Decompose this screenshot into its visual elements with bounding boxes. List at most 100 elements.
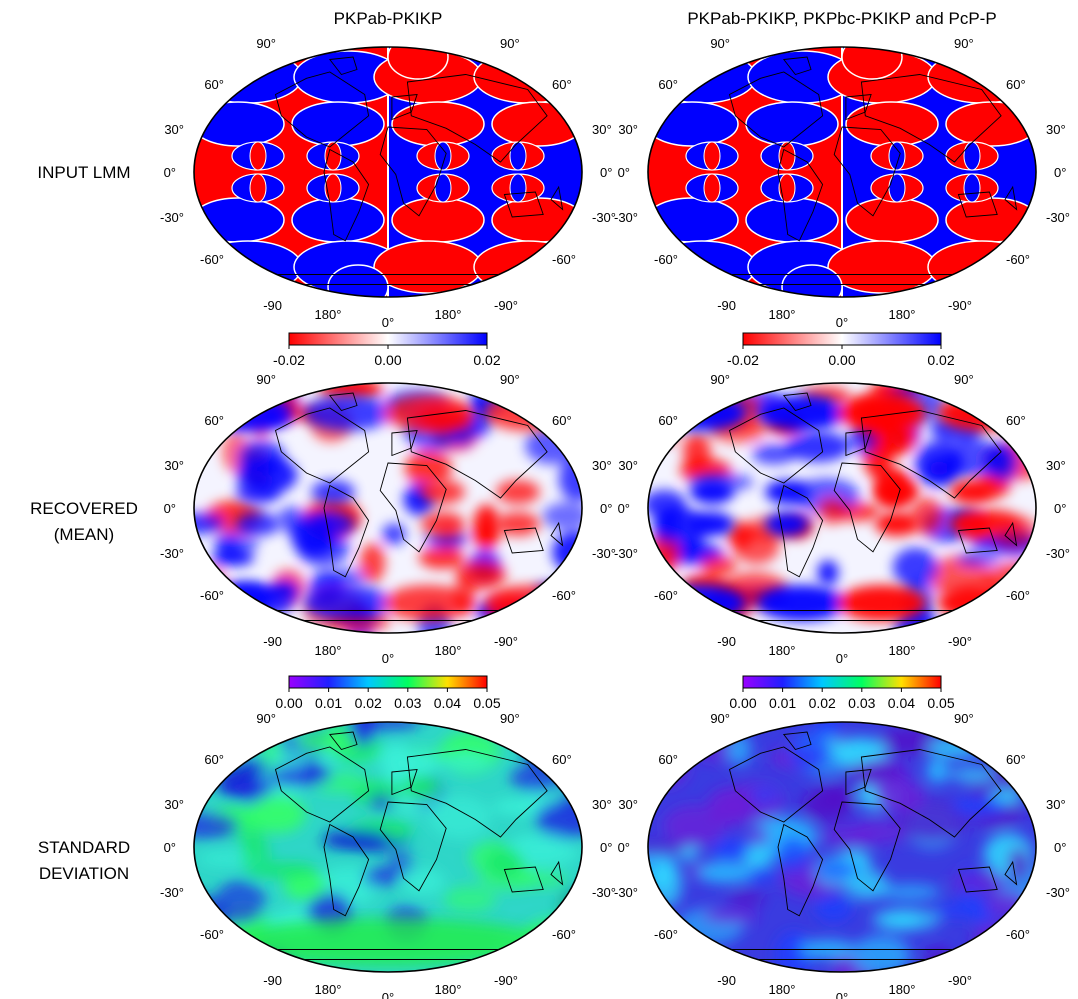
lat-tick-right: 0° — [600, 840, 612, 855]
lat-tick-right: 30° — [1046, 122, 1066, 137]
lat-tick-right: 0° — [600, 165, 612, 180]
lat-tick-right: -60° — [552, 252, 576, 267]
lat-tick-left: -90 — [263, 973, 282, 988]
lat-tick-left: 0° — [618, 840, 630, 855]
colorbar-tick: 0.00 — [374, 352, 401, 368]
lat-tick-right: 90° — [500, 372, 520, 387]
lat-tick-right: -60° — [552, 588, 576, 603]
lat-tick-right: -30° — [1046, 546, 1070, 561]
lat-tick-right: 90° — [954, 711, 974, 726]
lat-tick-right: -90° — [948, 634, 972, 649]
lat-tick-right: -90° — [494, 973, 518, 988]
lat-tick-left: 30° — [618, 122, 638, 137]
lat-tick-left: -30° — [160, 885, 184, 900]
colorbar-standard-deviation-2: 0.00 0.01 0.02 0.03 0.04 0.05 — [729, 675, 955, 711]
lat-tick-left: 60° — [204, 752, 224, 767]
colorbar-tick: 0.02 — [355, 695, 382, 711]
column-title-2: PKPab-PKIKP, PKPbc-PKIKP and PcP-P — [687, 9, 996, 28]
colorbar-tick: -0.02 — [273, 352, 305, 368]
lat-tick-right: 0° — [1054, 501, 1066, 516]
lat-tick-right: 30° — [592, 797, 612, 812]
map-panel-lmm-2: 90° 90° 60° 60° 30° 30° 0° 0° -30° -30° -60° -60° -9… — [614, 36, 1070, 330]
lat-tick-left: 60° — [204, 77, 224, 92]
colorbar-tick: 0.01 — [769, 695, 796, 711]
lat-tick-left: 30° — [164, 122, 184, 137]
lat-tick-right: 60° — [1006, 752, 1026, 767]
colorbars: -0.02 0.00 0.02 -0.02 0.00 0.020.00 0.01 0.02 0.… — [273, 332, 955, 711]
colorbar-tick: 0.04 — [888, 695, 915, 711]
lat-tick-right: 30° — [1046, 458, 1066, 473]
lon-tick: 0° — [836, 990, 848, 999]
lat-tick-right: -60° — [552, 927, 576, 942]
lat-tick-right: -30° — [592, 210, 616, 225]
lat-tick-right: -60° — [1006, 927, 1030, 942]
lat-tick-right: -90° — [494, 634, 518, 649]
lat-tick-left: 0° — [618, 165, 630, 180]
lat-tick-left: -60° — [654, 588, 678, 603]
lat-tick-left: -30° — [614, 546, 638, 561]
lat-tick-right: 60° — [552, 413, 572, 428]
lat-tick-left: 60° — [658, 77, 678, 92]
lat-tick-left: 90° — [256, 372, 276, 387]
lat-tick-right: -60° — [1006, 252, 1030, 267]
lat-tick-left: 0° — [618, 501, 630, 516]
row-label-stddev-2: DEVIATION — [39, 864, 129, 883]
lat-tick-right: -90° — [948, 298, 972, 313]
colorbar-tick: 0.02 — [927, 352, 954, 368]
lat-tick-left: 90° — [256, 711, 276, 726]
lat-tick-right: -30° — [1046, 210, 1070, 225]
lat-tick-left: 30° — [164, 797, 184, 812]
lon-tick: 180° — [435, 643, 462, 658]
colorbar-tick: 0.02 — [473, 352, 500, 368]
colorbar-tick: 0.04 — [434, 695, 461, 711]
lat-tick-right: 30° — [1046, 797, 1066, 812]
lon-tick: 180° — [769, 982, 796, 997]
lat-tick-right: 30° — [592, 122, 612, 137]
map-panel-lmm-1: 90° 90° 60° 60° 30° 30° 0° 0° -30° -30° -60° -60° -9… — [160, 36, 616, 330]
lat-tick-left: 60° — [204, 413, 224, 428]
lat-tick-left: -90 — [717, 298, 736, 313]
map-panel-recovered-2: 90° 90° 60° 60° 30° 30° 0° 0° -30° -30° -60° -60° -9… — [614, 372, 1070, 666]
colorbar-tick: 0.00 — [729, 695, 756, 711]
lat-tick-left: -30° — [160, 546, 184, 561]
lat-tick-right: -90° — [494, 298, 518, 313]
colorbar-tick: 0.02 — [809, 695, 836, 711]
colorbar-velocity-perturbation-1: -0.02 0.00 0.02 — [273, 332, 501, 368]
lat-tick-left: 60° — [658, 413, 678, 428]
lat-tick-right: -30° — [592, 885, 616, 900]
lat-tick-right: 90° — [500, 36, 520, 51]
colorbar-tick: 0.00 — [275, 695, 302, 711]
lon-tick: 0° — [382, 315, 394, 330]
lat-tick-right: 60° — [552, 752, 572, 767]
colorbar-standard-deviation-1: 0.00 0.01 0.02 0.03 0.04 0.05 — [275, 675, 501, 711]
row-label-input: INPUT LMM — [37, 163, 130, 182]
lat-tick-left: -90 — [263, 298, 282, 313]
lon-tick: 180° — [889, 982, 916, 997]
lon-tick: 0° — [836, 315, 848, 330]
lon-tick: 180° — [769, 307, 796, 322]
colorbar-tick: 0.05 — [473, 695, 500, 711]
lat-tick-right: 90° — [500, 711, 520, 726]
lat-tick-right: 90° — [954, 372, 974, 387]
colorbar-tick: 0.03 — [848, 695, 875, 711]
lon-tick: 180° — [435, 307, 462, 322]
lat-tick-left: -30° — [614, 210, 638, 225]
lat-tick-left: 90° — [256, 36, 276, 51]
lon-tick: 0° — [382, 990, 394, 999]
lon-tick: 0° — [836, 651, 848, 666]
lat-tick-left: -60° — [200, 252, 224, 267]
map-panel-recovered-1: 90° 90° 60° 60° 30° 30° 0° 0° -30° -30° -60° -60° -9… — [160, 372, 616, 666]
lat-tick-right: 60° — [1006, 77, 1026, 92]
lat-tick-left: 30° — [618, 458, 638, 473]
lat-tick-left: -90 — [263, 634, 282, 649]
lon-tick: 180° — [315, 307, 342, 322]
lat-tick-left: 0° — [164, 165, 176, 180]
map-panels: 90° 90°60° 60°30° 30°0° 0°-30° -30°-60° -60°-9… — [160, 36, 1070, 999]
lon-tick: 180° — [769, 643, 796, 658]
lon-tick: 180° — [889, 307, 916, 322]
coastlines — [705, 731, 1018, 960]
lat-tick-left: 0° — [164, 840, 176, 855]
lat-tick-right: 60° — [552, 77, 572, 92]
map-panel-stddev-1: 90° 90° 60° 60° 30° 30° 0° 0° -30° -30° -60° -60° -9… — [160, 711, 616, 999]
